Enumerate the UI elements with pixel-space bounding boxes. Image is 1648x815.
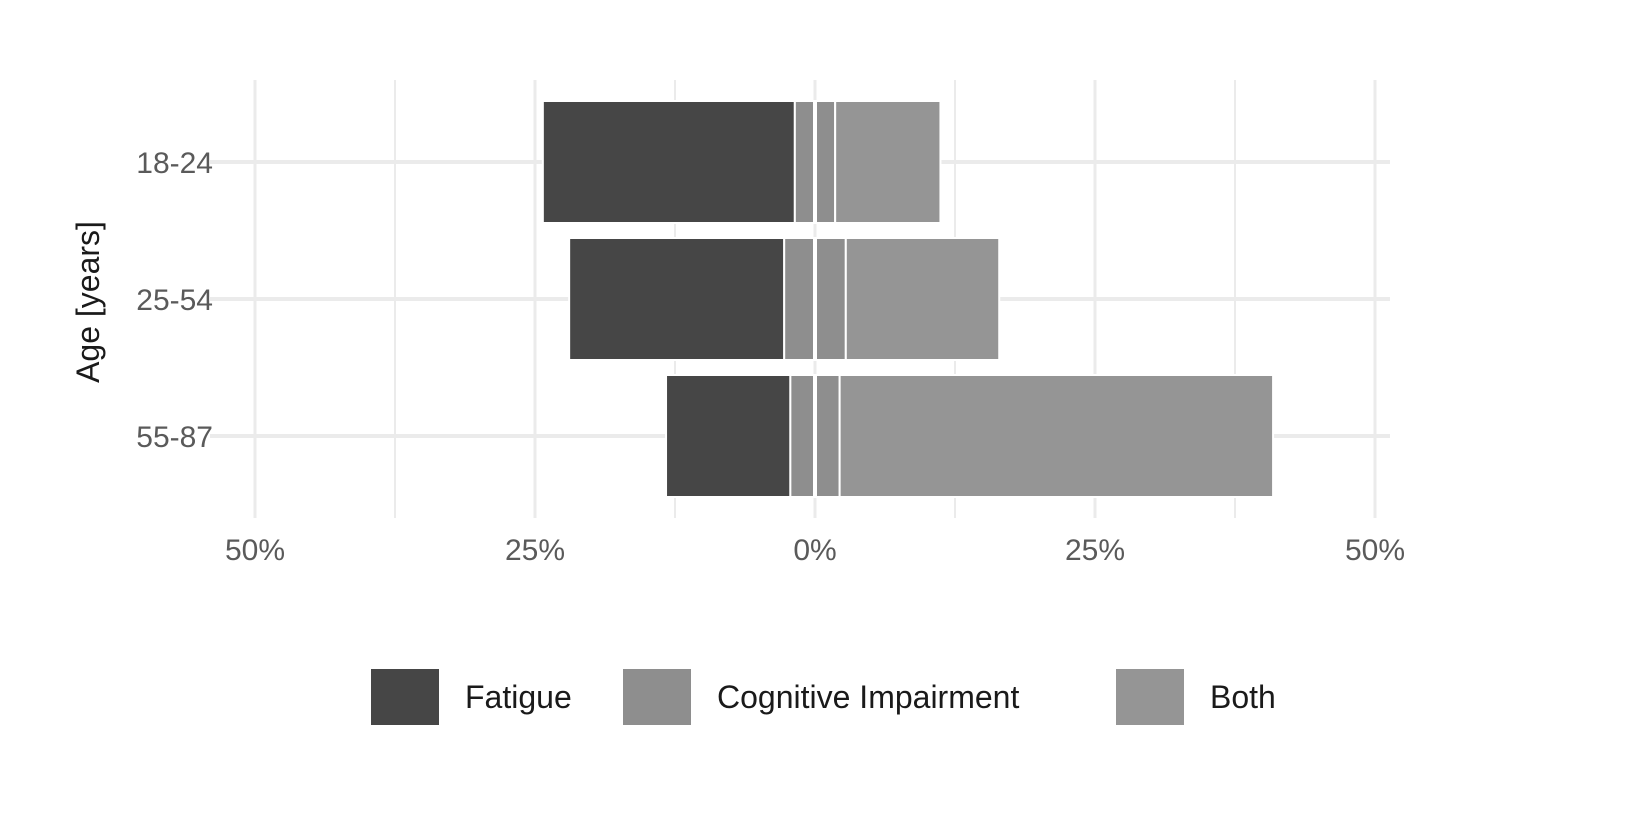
y-axis-title: Age [years] (70, 221, 106, 383)
legend-label-both: Both (1210, 679, 1276, 715)
x-tick-label: 0% (793, 534, 836, 567)
x-tick-labels: 50% 25% 0% 25% 50% (225, 534, 1405, 567)
x-tick-label: 25% (1065, 534, 1125, 567)
y-tick-label: 55-87 (136, 421, 213, 454)
bar-fatigue-25-54 (568, 237, 786, 361)
legend-key-fatigue (369, 667, 441, 727)
x-tick-label: 50% (1345, 534, 1405, 567)
y-tick-label: 25-54 (136, 284, 213, 317)
x-tick-label: 25% (505, 534, 565, 567)
legend: Fatigue Cognitive Impairment Both (369, 667, 1276, 727)
y-tick-labels: 18-24 25-54 55-87 (136, 147, 213, 454)
legend-key-cognitive-impairment (621, 667, 693, 727)
x-tick-label: 50% (225, 534, 285, 567)
bar-both-55-87 (838, 374, 1275, 498)
y-tick-label: 18-24 (136, 147, 213, 180)
legend-label-cognitive-impairment: Cognitive Impairment (717, 679, 1019, 715)
bar-fatigue-55-87 (665, 374, 792, 498)
bar-both-25-54 (844, 237, 1001, 361)
bars (541, 100, 1275, 498)
bar-fatigue-18-24 (541, 100, 796, 224)
legend-key-both (1114, 667, 1186, 727)
legend-label-fatigue: Fatigue (465, 679, 572, 715)
bar-both-18-24 (834, 100, 942, 224)
